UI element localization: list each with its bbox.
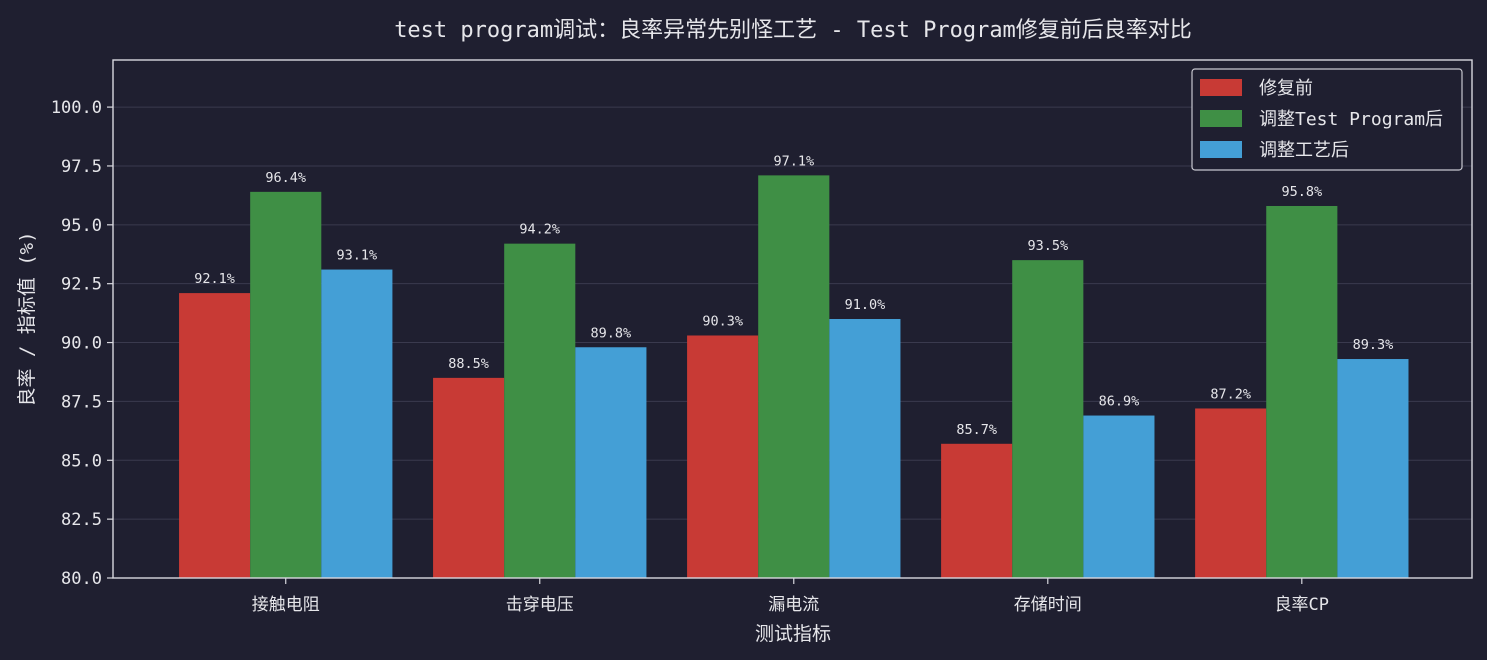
y-tick-label: 90.0 (61, 334, 102, 354)
legend-swatch (1200, 141, 1242, 158)
x-tick-label: 接触电阻 (252, 595, 320, 615)
y-tick-label: 100.0 (51, 98, 102, 118)
x-axis-label: 测试指标 (755, 623, 831, 645)
bar (687, 335, 759, 578)
bar (1266, 205, 1338, 578)
legend-swatch (1200, 110, 1242, 127)
data-label: 87.2% (1210, 386, 1251, 402)
data-label: 92.1% (194, 271, 235, 287)
y-tick-label: 80.0 (61, 569, 102, 589)
legend-swatch (1200, 79, 1242, 96)
plot-frame (112, 59, 1473, 579)
data-label: 94.2% (519, 222, 560, 238)
bar (575, 347, 647, 578)
y-tick-label: 97.5 (61, 157, 102, 177)
x-tick-label: 击穿电压 (506, 595, 574, 615)
x-tick-label: 良率CP (1275, 595, 1329, 615)
data-label: 91.0% (845, 297, 886, 313)
bar (321, 269, 393, 578)
x-tick-label: 漏电流 (768, 595, 819, 615)
data-label: 93.1% (337, 248, 378, 264)
legend-label: 调整Test Program后 (1259, 109, 1443, 130)
y-tick-label: 82.5 (61, 510, 102, 530)
bar (1195, 408, 1267, 578)
bar (433, 377, 505, 578)
bar (1337, 359, 1409, 578)
bar (829, 319, 901, 578)
bar (758, 175, 830, 578)
data-label: 88.5% (448, 356, 489, 372)
legend-label: 修复前 (1259, 78, 1313, 99)
bar (179, 293, 251, 578)
chart-title: test program调试：良率异常先别怪工艺 - Test Program修… (394, 18, 1192, 43)
legend-box (1191, 68, 1463, 171)
y-tick-label: 92.5 (61, 275, 102, 295)
y-tick-label: 85.0 (61, 451, 102, 471)
data-label: 96.4% (265, 170, 306, 186)
bar (1083, 415, 1155, 578)
y-tick-label: 95.0 (61, 216, 102, 236)
data-label: 95.8% (1281, 184, 1322, 200)
bars (179, 175, 1409, 578)
y-axis-label: 良率 / 指标值 (%) (16, 231, 38, 406)
bar (1012, 260, 1084, 578)
data-label: 90.3% (702, 313, 743, 329)
x-tick-label: 存储时间 (1014, 595, 1082, 615)
data-label: 89.8% (591, 325, 632, 341)
data-label: 93.5% (1027, 238, 1068, 254)
data-label: 97.1% (773, 153, 814, 169)
bar (504, 243, 576, 578)
data-labels: 92.1% 96.4% 93.1% 88.5% 94.2% 89.8% 90.3% 97.1%… (194, 153, 1393, 437)
bar (250, 191, 322, 578)
legend-label: 调整工艺后 (1259, 140, 1349, 161)
data-label: 85.7% (956, 422, 997, 438)
data-label: 89.3% (1353, 337, 1394, 353)
bar (941, 443, 1013, 578)
y-axis-ticks: 80.0 82.5 85.0 87.5 90.0 92.5 95.0 97.5 100.0 (51, 98, 113, 589)
x-axis-ticks: 接触电阻 击穿电压 漏电流 存储时间 良率CP (252, 578, 1329, 615)
data-label: 86.9% (1099, 394, 1140, 410)
y-tick-label: 87.5 (61, 392, 102, 412)
